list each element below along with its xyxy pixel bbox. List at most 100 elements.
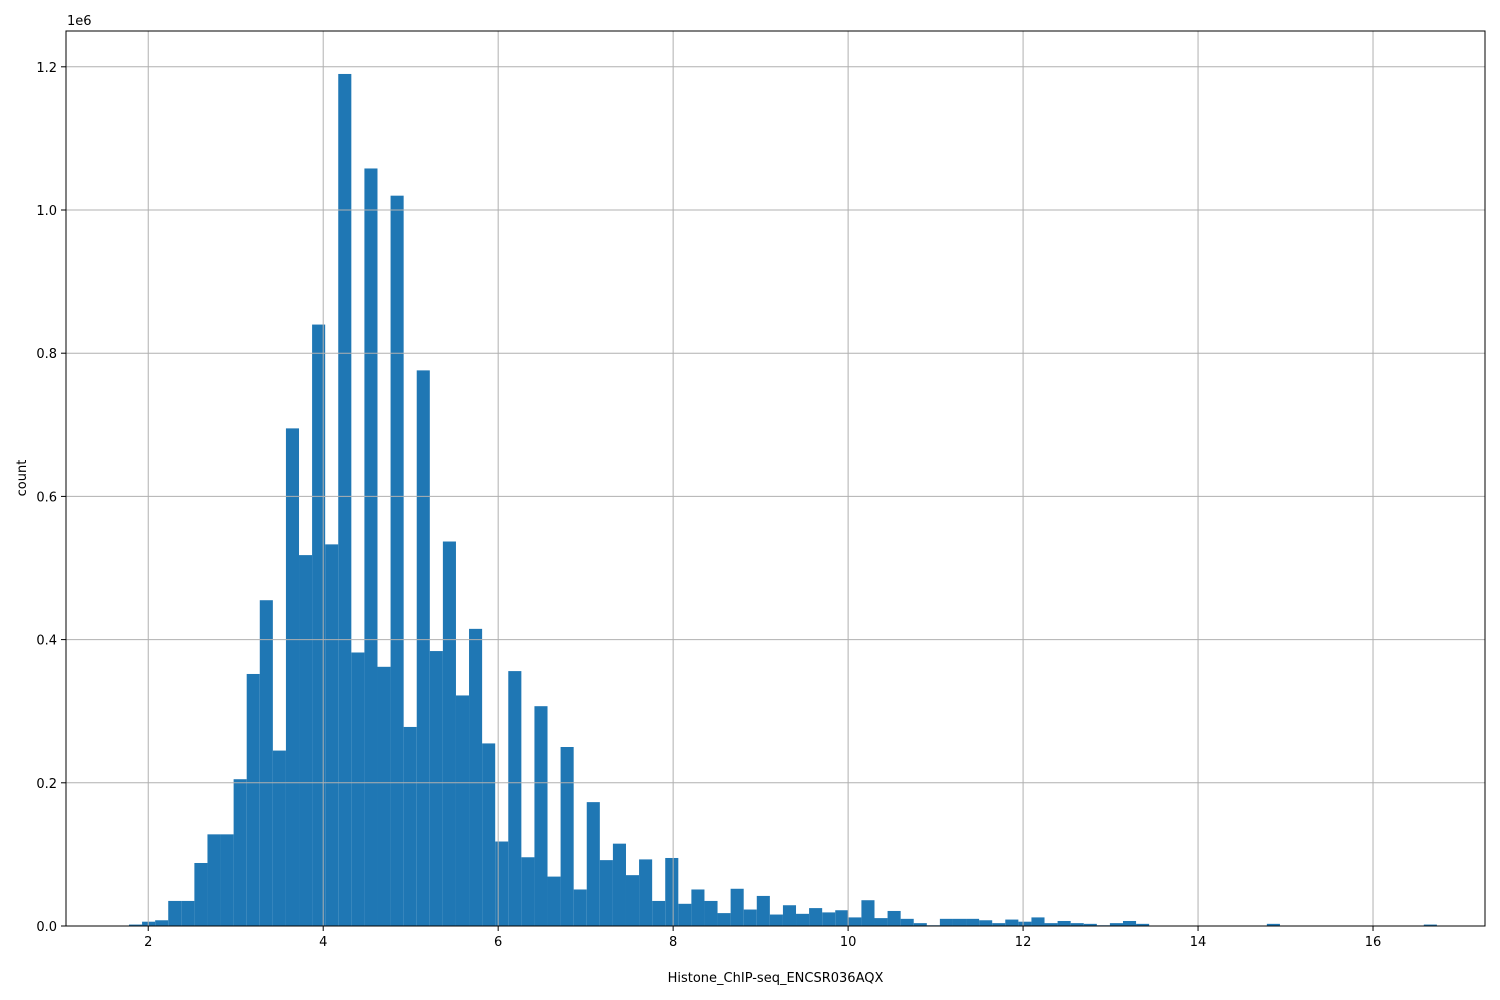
histogram-bar [691, 889, 705, 926]
histogram-bar [429, 651, 443, 926]
x-tick-label: 10 [840, 935, 857, 950]
histogram-bar [364, 168, 378, 927]
histogram-bar [678, 903, 692, 926]
histogram-bar [665, 857, 679, 926]
histogram-bar [482, 743, 496, 926]
histogram-bar [455, 695, 470, 926]
plot-frame [65, 30, 1486, 927]
histogram-bar [233, 779, 247, 926]
histogram-bar [822, 912, 836, 926]
histogram-bar [194, 862, 208, 926]
histogram-bar [168, 900, 182, 926]
histogram-bar [586, 802, 600, 926]
y-offset-label: 1e6 [67, 14, 92, 29]
histogram-bar [612, 843, 626, 926]
histogram-bar [547, 876, 561, 926]
histogram-bar [181, 900, 195, 926]
histogram-bar [796, 913, 810, 926]
y-tick-label: 0.0 [36, 920, 57, 935]
histogram-bar [508, 671, 522, 926]
histogram-bar [272, 750, 286, 926]
histogram-bar [377, 666, 391, 926]
histogram-bar [534, 706, 548, 926]
histogram-bar [1057, 920, 1071, 926]
histogram-bar [874, 918, 888, 926]
y-tick-label: 0.4 [36, 634, 57, 649]
histogram-bar [769, 914, 783, 926]
histogram-bar [207, 834, 221, 926]
x-tick-label: 16 [1365, 935, 1382, 950]
y-tick-label: 0.2 [36, 777, 57, 792]
histogram-bar [1070, 923, 1084, 926]
histogram-bar [717, 913, 731, 926]
histogram-bar [1044, 923, 1058, 926]
grid-layer [66, 31, 1485, 927]
histogram-bar [351, 652, 365, 926]
bars-layer [128, 73, 1437, 927]
histogram-bar [312, 324, 326, 926]
histogram-bar [560, 747, 574, 926]
x-axis-label: Histone_ChIP-seq_ENCSR036AQX [668, 971, 884, 986]
histogram-bar [992, 923, 1006, 926]
histogram-bar [730, 888, 744, 926]
histogram-bar [573, 889, 587, 926]
histogram-bar [220, 834, 234, 926]
histogram-bar [952, 918, 967, 926]
histogram-bar [1122, 920, 1137, 926]
histogram-bar [155, 920, 169, 926]
histogram-bar [1109, 923, 1123, 926]
histogram-bar [1031, 917, 1045, 926]
histogram-bar [1266, 923, 1280, 926]
histogram-bar [743, 909, 757, 926]
histogram-bar [704, 900, 718, 926]
histogram-bar [390, 195, 404, 926]
x-tick-label: 4 [319, 935, 327, 950]
y-tick-label: 1.2 [36, 61, 57, 76]
histogram-bar [1423, 924, 1437, 926]
histogram-bar [979, 920, 993, 926]
histogram-bar [403, 726, 417, 926]
histogram-bar [299, 555, 313, 926]
y-tick-label: 0.6 [36, 490, 57, 505]
histogram-bar [285, 428, 300, 926]
histogram-bar [887, 910, 901, 926]
histogram-bar [939, 918, 953, 926]
histogram-bar [1005, 919, 1019, 926]
histogram-bar [495, 841, 509, 926]
histogram-bar [1083, 923, 1097, 926]
histogram-bar [521, 857, 535, 926]
histogram-bar [1136, 923, 1150, 926]
histogram-bar [625, 875, 640, 926]
x-tick-label: 8 [669, 935, 677, 950]
histogram-bar [848, 917, 862, 926]
histogram-bar [599, 860, 613, 926]
histogram-bar [652, 900, 666, 926]
histogram-bar [325, 544, 339, 926]
histogram-bar [128, 924, 143, 926]
y-tick-label: 1.0 [36, 204, 57, 219]
histogram-bar [900, 918, 914, 926]
histogram-bar [469, 628, 483, 926]
histogram-bar [835, 910, 849, 926]
histogram-bar [756, 895, 770, 926]
histogram-bar [639, 859, 653, 926]
histogram-bar [1018, 921, 1032, 926]
x-tick-label: 12 [1015, 935, 1032, 950]
histogram-bar [809, 908, 823, 926]
histogram-bar [913, 923, 927, 926]
histogram-bar [416, 370, 430, 926]
y-tick-label: 0.8 [36, 347, 57, 362]
x-tick-label: 6 [494, 935, 502, 950]
histogram-bar [259, 600, 273, 926]
y-axis-label: count [15, 460, 30, 497]
histogram-bar [442, 541, 456, 926]
histogram-bar [246, 673, 260, 926]
axes-layer: 2 4 6 8 10 12 14 16 0.0 0.2 0.4 0.6 0.8 1.0 1.2 [36, 30, 1486, 950]
x-tick-label: 2 [144, 935, 152, 950]
histogram-bar [782, 905, 797, 926]
histogram-bar [338, 73, 352, 926]
histogram-bar [861, 900, 875, 926]
x-tick-label: 14 [1190, 935, 1207, 950]
